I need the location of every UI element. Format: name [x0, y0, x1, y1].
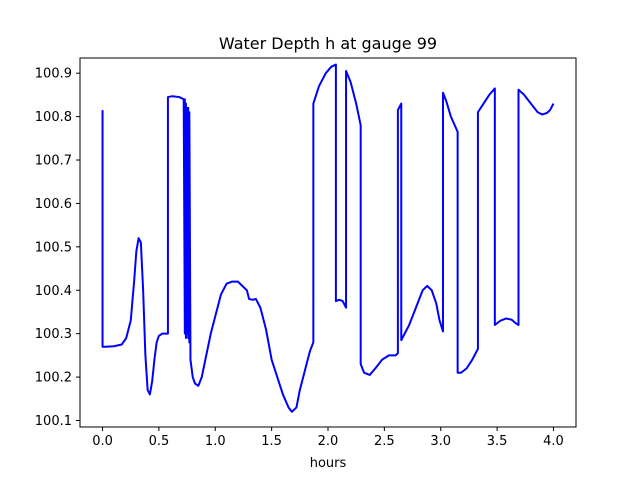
x-tick-label: 1.0 [205, 434, 226, 449]
y-tick-label: 100.8 [35, 110, 72, 125]
x-tick-label: 0.0 [92, 434, 113, 449]
x-tick-label: 2.5 [374, 434, 395, 449]
y-tick-label: 100.7 [35, 154, 72, 169]
y-tick-label: 100.4 [35, 284, 72, 299]
x-tick-label: 1.5 [261, 434, 282, 449]
y-tick-label: 100.3 [35, 327, 72, 342]
x-tick-label: 0.5 [149, 434, 170, 449]
y-tick-label: 100.9 [35, 67, 72, 82]
y-axis-ticks: 100.1 100.2 100.3 100.4 100.5 100.6 100.7 100.8… [35, 67, 80, 429]
x-tick-label: 2.0 [318, 434, 339, 449]
x-axis-ticks: 0.0 0.5 1.0 1.5 2.0 2.5 3.0 3.5 4.0 [92, 427, 564, 449]
x-tick-label: 3.0 [430, 434, 451, 449]
x-tick-label: 4.0 [543, 434, 564, 449]
series-layer [101, 63, 555, 413]
x-axis-label: hours [310, 456, 347, 471]
x-tick-label: 3.5 [487, 434, 508, 449]
y-tick-label: 100.6 [35, 197, 72, 212]
chart-title: Water Depth h at gauge 99 [219, 34, 437, 53]
series-line-0 [101, 63, 555, 413]
y-tick-label: 100.2 [35, 371, 72, 386]
y-tick-label: 100.1 [35, 414, 72, 429]
y-tick-label: 100.5 [35, 240, 72, 255]
plot-area [80, 58, 576, 427]
